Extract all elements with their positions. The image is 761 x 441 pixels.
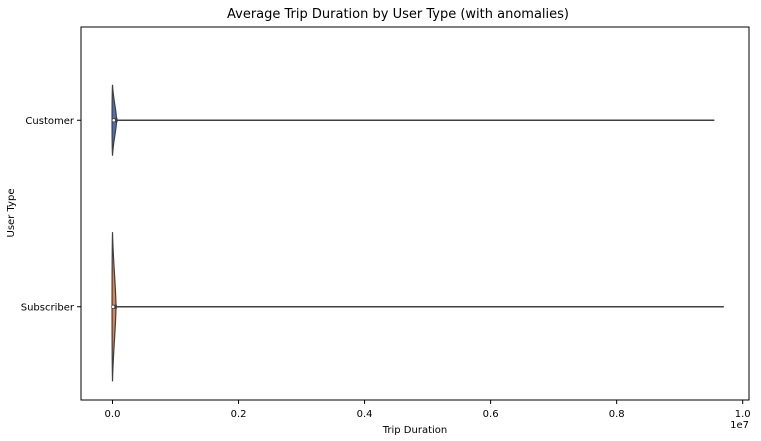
violin-layer bbox=[111, 84, 724, 382]
y-axis: Customer Subscriber bbox=[21, 116, 81, 313]
violin-median-point bbox=[111, 304, 116, 309]
plot-area-frame bbox=[80, 26, 750, 401]
x-tick-label: 0.4 bbox=[357, 409, 373, 420]
x-tick-label: 0.8 bbox=[609, 409, 625, 420]
x-tick-label: 0.0 bbox=[105, 409, 121, 420]
x-axis: 0.0 0.2 0.4 0.6 0.8 1.0 bbox=[105, 400, 751, 420]
x-axis-offset-label: 1e7 bbox=[730, 420, 749, 431]
x-axis-label: Trip Duration bbox=[382, 425, 448, 436]
x-tick-label: 1.0 bbox=[735, 409, 751, 420]
y-axis-label: User Type bbox=[6, 189, 17, 238]
y-tick-label: Subscriber bbox=[21, 302, 75, 313]
x-tick-label: 0.6 bbox=[483, 409, 499, 420]
chart-title: Average Trip Duration by User Type (with… bbox=[227, 7, 569, 22]
violin-median-point bbox=[111, 118, 116, 123]
y-tick-label: Customer bbox=[25, 116, 74, 127]
x-tick-label: 0.2 bbox=[231, 409, 247, 420]
